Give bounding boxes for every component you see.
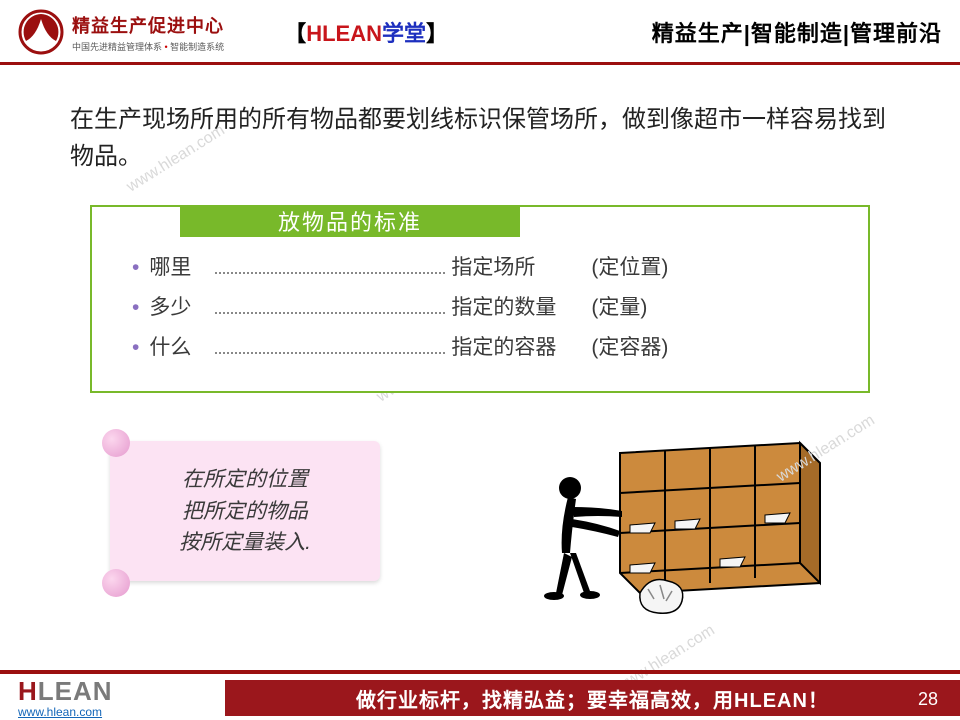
standards-section: 放物品的标准 • 哪里 指定场所 (定位置) • 多少 指定的数量 (定量) •… — [90, 205, 870, 393]
bullet-icon: • — [132, 296, 139, 320]
header-title: 【 HLEAN 学堂 】 — [284, 16, 448, 48]
dots-leader — [215, 264, 445, 274]
standards-tab: 放物品的标准 — [180, 205, 520, 237]
standard-row: • 哪里 指定场所 (定位置) — [132, 251, 838, 281]
standard-paren: (定量) — [591, 291, 647, 321]
standard-row: • 多少 指定的数量 (定量) — [132, 291, 838, 321]
standard-desc: 指定的数量 — [451, 291, 581, 321]
dots-leader — [215, 304, 445, 314]
standard-paren: (定位置) — [591, 251, 668, 281]
standard-row: • 什么 指定的容器 (定容器) — [132, 331, 838, 361]
bullet-icon: • — [132, 336, 139, 360]
logo-area: 精益生产促进中心 中国先进精益管理体系 • 智能制造系统 — [18, 9, 224, 55]
standard-label: 哪里 — [149, 251, 209, 281]
dots-leader — [215, 344, 445, 354]
footer-slogan: 做行业标杆，找精弘益；要幸福高效，用HLEAN！ — [225, 680, 960, 716]
scroll-note: 在所定的位置 把所定的物品 按所定量装入. — [110, 433, 390, 593]
scroll-text: 在所定的位置 把所定的物品 按所定量装入. — [110, 441, 380, 581]
header: 精益生产促进中心 中国先进精益管理体系 • 智能制造系统 【 HLEAN 学堂 … — [0, 0, 960, 58]
footer: HLEAN www.hlean.com 做行业标杆，找精弘益；要幸福高效，用HL… — [0, 670, 960, 720]
header-right-text: 精益生产|智能制造|管理前沿 — [652, 16, 942, 48]
bullet-icon: • — [132, 256, 139, 280]
logo-main-text: 精益生产促进中心 — [72, 12, 224, 38]
intro-paragraph: 在生产现场所用的所有物品都要划线标识保管场所，做到像超市一样容易找到物品。 — [0, 65, 960, 175]
standard-paren: (定容器) — [591, 331, 668, 361]
logo-icon — [18, 9, 64, 55]
logo-sub-text: 中国先进精益管理体系 • 智能制造系统 — [72, 40, 224, 53]
standard-desc: 指定场所 — [451, 251, 581, 281]
footer-logo: HLEAN www.hlean.com — [0, 678, 225, 719]
page-number: 28 — [918, 689, 938, 710]
shelf-illustration — [430, 433, 890, 623]
standard-desc: 指定的容器 — [451, 331, 581, 361]
footer-divider — [0, 670, 960, 674]
standard-label: 什么 — [149, 331, 209, 361]
standard-label: 多少 — [149, 291, 209, 321]
logo-text: 精益生产促进中心 中国先进精益管理体系 • 智能制造系统 — [72, 12, 224, 53]
footer-url: www.hlean.com — [18, 705, 225, 719]
lower-section: 在所定的位置 把所定的物品 按所定量装入. — [0, 433, 960, 623]
